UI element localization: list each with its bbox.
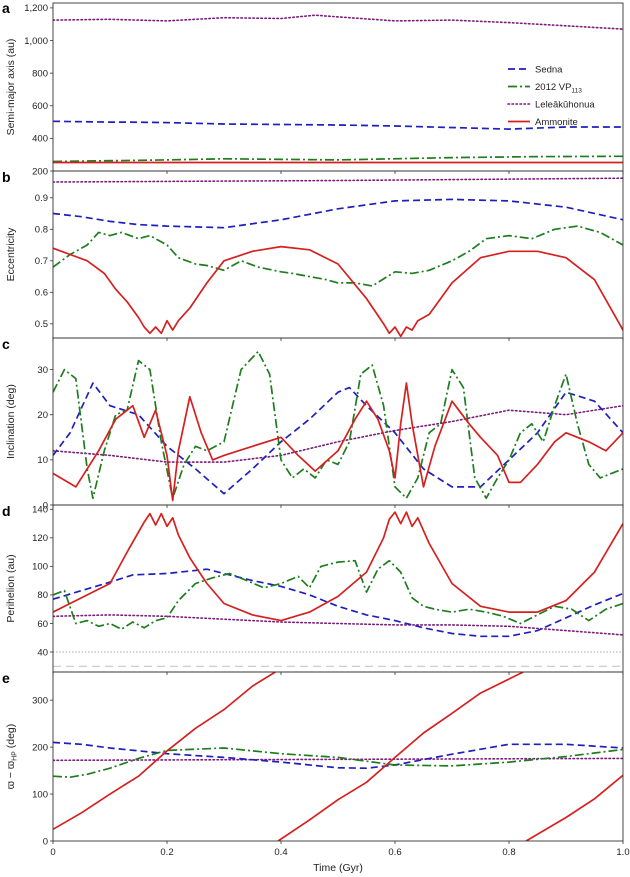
panel-letter-a: a xyxy=(2,0,10,16)
series-vp113-line xyxy=(53,155,623,163)
series-ammonite-line-0 xyxy=(53,672,276,831)
y-axis-label-b: Eccentricity xyxy=(5,227,17,281)
y-tick-label: 30 xyxy=(37,365,48,376)
panel-letter-d: d xyxy=(2,503,11,519)
y-tick-label: 140 xyxy=(32,505,48,516)
y-axis-label-c: Inclination (deg) xyxy=(5,384,17,459)
series-vp113-line xyxy=(53,559,623,631)
y-tick-label: 1,000 xyxy=(24,36,48,47)
panel-c: 0 10 20 30 Inclination (deg) c xyxy=(2,336,624,511)
y-tick-label: 400 xyxy=(32,134,48,145)
y-tick-label: 0 xyxy=(43,836,48,847)
panel-letter-c: c xyxy=(2,336,10,352)
y-tick-label: 120 xyxy=(32,533,48,544)
series-lele-line xyxy=(53,404,623,463)
x-tick-label: 0.4 xyxy=(274,847,287,858)
y-tick-label: 0.9 xyxy=(35,193,48,204)
series-ammonite-line xyxy=(53,511,623,622)
panel-b-frame xyxy=(52,170,624,339)
y-tick-label: 0.8 xyxy=(35,225,48,236)
series-ammonite-line-2 xyxy=(525,774,623,841)
series-sedna-line xyxy=(53,198,623,229)
y-tick-label: 200 xyxy=(32,166,48,177)
panel-d-frame xyxy=(52,504,624,673)
series-vp113-line xyxy=(53,350,623,500)
series-ammonite-line xyxy=(53,245,623,338)
y-tick-label: 0.7 xyxy=(35,256,48,267)
y-tick-label: 80 xyxy=(37,590,48,601)
series-lele-line xyxy=(53,14,623,30)
series-vp113-line xyxy=(53,747,623,779)
series-sedna-line xyxy=(53,741,623,770)
legend-label-vp113: 2012 VP113 xyxy=(535,82,582,95)
panel-a: 200 400 600 800 1,000 1,200 Semi-major axis (a… xyxy=(2,0,624,177)
y-tick-label: 20 xyxy=(37,410,48,421)
x-tick-label: 0 xyxy=(50,847,55,858)
y-tick-label: 1,200 xyxy=(24,3,48,14)
panel-letter-e: e xyxy=(2,670,10,686)
y-tick-label: 300 xyxy=(32,695,48,706)
series-ammonite-line xyxy=(53,382,623,502)
y-tick-label: 0 xyxy=(43,500,48,511)
legend: Sedna 2012 VP113 Leleākūhonua Ammonite xyxy=(507,64,595,128)
x-tick-label: 1.0 xyxy=(616,847,629,858)
series-sedna-line xyxy=(53,382,623,495)
series-vp113-line xyxy=(53,225,623,287)
y-axis-label-a: Semi-major axis (au) xyxy=(5,39,17,136)
y-axis-label-d: Perihelion (au) xyxy=(5,554,17,622)
y-tick-label: 60 xyxy=(37,619,48,630)
panel-b: 0.5 0.6 0.7 0.8 0.9 Eccentricity b xyxy=(2,169,624,341)
y-tick-label: 0.6 xyxy=(35,288,48,299)
y-tick-label: 100 xyxy=(32,562,48,573)
y-tick-label: 800 xyxy=(32,68,48,79)
series-sedna-line xyxy=(53,568,623,638)
series-sedna-line xyxy=(53,120,623,130)
panel-e-frame xyxy=(52,671,624,842)
x-axis-label: Time (Gyr) xyxy=(313,862,363,874)
x-tick-label: 0.2 xyxy=(160,847,173,858)
panel-letter-b: b xyxy=(2,169,11,185)
y-tick-label: 0.5 xyxy=(35,319,48,330)
y-tick-label: 10 xyxy=(37,455,48,466)
legend-label-ammonite: Ammonite xyxy=(535,117,578,128)
x-tick-labels: 0 0.2 0.4 0.6 0.8 1.0 xyxy=(50,847,629,858)
legend-label-sedna: Sedna xyxy=(535,64,563,75)
y-tick-label: 40 xyxy=(37,647,48,658)
y-tick-label: 600 xyxy=(32,101,48,112)
panel-d: 40 60 80 100 120 140 Perihelion (au) d xyxy=(2,503,624,675)
series-lele-line xyxy=(53,757,623,762)
y-axis-label-e: ϖ − ϖHP (deg) xyxy=(5,724,19,790)
x-tick-label: 0.6 xyxy=(388,847,401,858)
y-tick-label: 100 xyxy=(32,789,48,800)
x-tick-label: 0.8 xyxy=(502,847,515,858)
legend-label-lele: Leleākūhonua xyxy=(535,99,595,110)
y-tick-label: 200 xyxy=(32,742,48,753)
panel-e: 0 100 200 300 ϖ − ϖHP (deg) e xyxy=(2,670,624,847)
series-lele-line xyxy=(53,177,623,183)
series-lele-line xyxy=(53,614,623,636)
series-ammonite-line-1 xyxy=(277,672,524,841)
